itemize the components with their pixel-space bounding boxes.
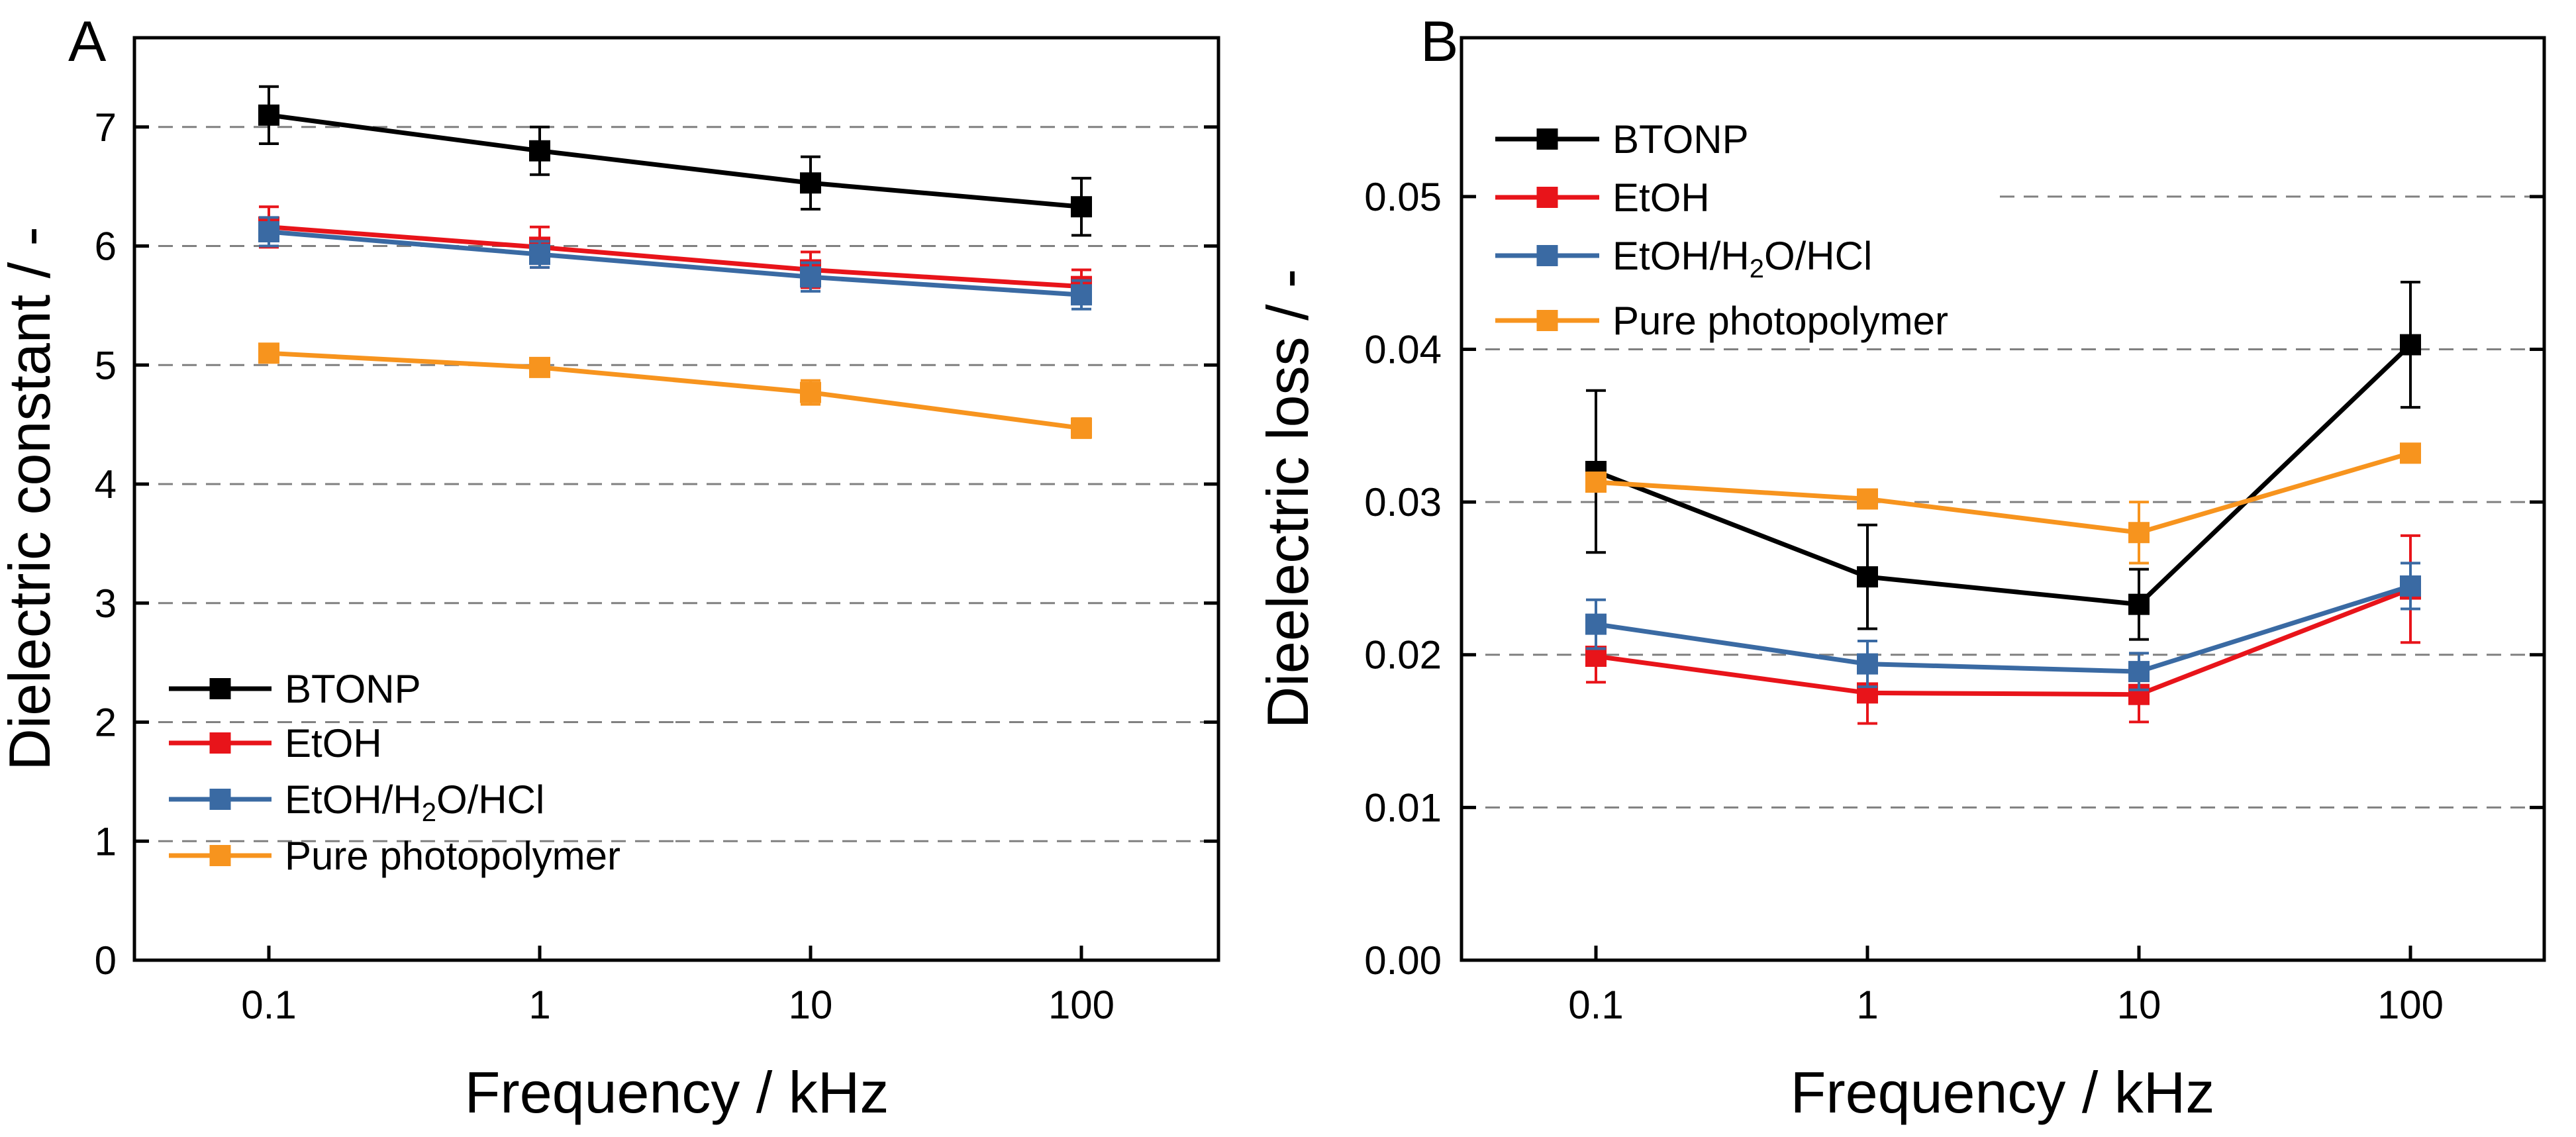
panel-b-x-tick-label: 100 [2377,983,2444,1027]
panel-b-y-tick-label: 0.00 [1364,938,1442,983]
panel-a-data-point [529,244,550,266]
panel-b-data-point [2400,442,2421,464]
panel-b-data-point [1585,613,1607,635]
panel-a-y-tick-label: 5 [95,343,117,387]
panel-b-data-point [1857,488,1878,510]
panel-b-y-axis-title: Dieelectric loss / - [1255,269,1320,728]
panel-a-legend-marker [209,732,231,754]
panel-a-panel-letter: A [68,10,107,74]
panel-a-data-point [800,266,821,288]
panel-b-data-point [2400,575,2421,597]
panel-b-data-point [2128,661,2150,683]
panel-b-series-line [1595,587,2412,697]
panel-a-x-axis-title: Frequency / kHz [465,1060,889,1125]
panel-a-x-tick-label: 10 [789,983,833,1027]
panel-b-legend-label: EtOH/H2O/HCl [1612,234,1872,283]
panel-a-y-tick-label: 3 [95,581,117,626]
panel-a-legend-label: EtOH [285,721,382,766]
panel-b-y-tick-label: 0.02 [1364,633,1442,677]
panel-a-data-point [529,140,550,162]
panel-b-data-point [2128,522,2150,544]
panel-b-panel-letter: B [1420,10,1458,74]
panel-b-series-line [1595,450,2411,535]
panel-b-x-tick-label: 10 [2117,983,2161,1027]
panel-b-y-tick-label: 0.05 [1364,175,1442,219]
panel-a-x-tick-label: 0.1 [241,983,296,1027]
panel-a-series-line [268,113,1082,209]
panel-a-plot-frame [132,36,1220,962]
panel-b-legend-marker [1536,128,1558,150]
panel-a-data-point [258,221,279,242]
panel-a-series-line [268,229,1082,297]
panel-a-y-tick-label: 6 [95,224,117,269]
panel-a-x-tick-label: 100 [1048,983,1115,1027]
panel-b-legend-marker [1536,310,1558,331]
panel-b-legend-marker [1536,187,1558,208]
panel-b-y-tick-label: 0.01 [1364,785,1442,830]
panel-a-y-tick-label: 4 [95,462,117,507]
panel-b-data-point [1585,471,1607,493]
panel-b-series-line [1595,343,2412,607]
panel-a-data-point [800,381,821,403]
panel-b-plot-frame [1460,36,2546,962]
panel-a-x-tick-label: 1 [528,983,550,1027]
panel-a-series-line [268,350,1082,431]
panel-a-data-point [1071,417,1092,439]
panel-a-legend-marker [209,845,231,866]
panel-b-legend-label: Pure photopolymer [1612,299,1948,343]
panel-b: 0.1 1 10 100 0.00 0.01 0.02 0.03 0.04 0.05 Frequen… [1255,10,2546,1125]
panel-a-data-point [258,342,279,364]
panel-a-series-line [268,224,1082,289]
panel-b-data-point [1857,566,1878,588]
panel-a-data-point [800,172,821,194]
panel-b-x-tick-label: 0.1 [1568,983,1623,1027]
panel-a-y-tick-label: 7 [95,105,117,150]
panel-b-data-point [1857,653,1878,675]
panel-a: 0.1 1 10 100 0 1 2 3 4 5 6 7 Frequency / kHz Dielectr… [0,10,1220,1125]
panel-a-y-tick-label: 2 [95,701,117,745]
panel-a-data-point [1071,284,1092,306]
panel-b-y-tick-label: 0.04 [1364,327,1442,371]
panel-b-data-point [2400,334,2421,356]
panel-b-data-point [2128,593,2150,615]
panel-a-data-point [1071,196,1092,218]
panel-a-y-tick-label: 0 [95,938,117,983]
panel-a-legend-label: EtOH/H2O/HCl [285,777,544,827]
panel-a-data-point [258,104,279,126]
panel-b-legend-label: EtOH [1612,175,1710,220]
panel-a-legend-marker [209,789,231,810]
panel-a-y-tick-label: 1 [95,819,117,864]
panel-a-y-axis-title: Dielectric constant / - [0,226,62,771]
panel-b-x-axis-title: Frequency / kHz [1791,1060,2215,1125]
panel-b-y-tick-label: 0.03 [1364,480,1442,524]
panel-a-data-point [529,356,550,378]
panel-a-legend-marker [209,678,231,699]
panel-b-series-line [1595,583,2412,674]
panel-a-legend-label: BTONP [285,667,421,711]
panel-b-x-tick-label: 1 [1856,983,1878,1027]
panel-a-legend-label: Pure photopolymer [285,834,620,878]
panel-b-legend-marker [1536,245,1558,266]
panel-b-legend-label: BTONP [1612,117,1749,162]
